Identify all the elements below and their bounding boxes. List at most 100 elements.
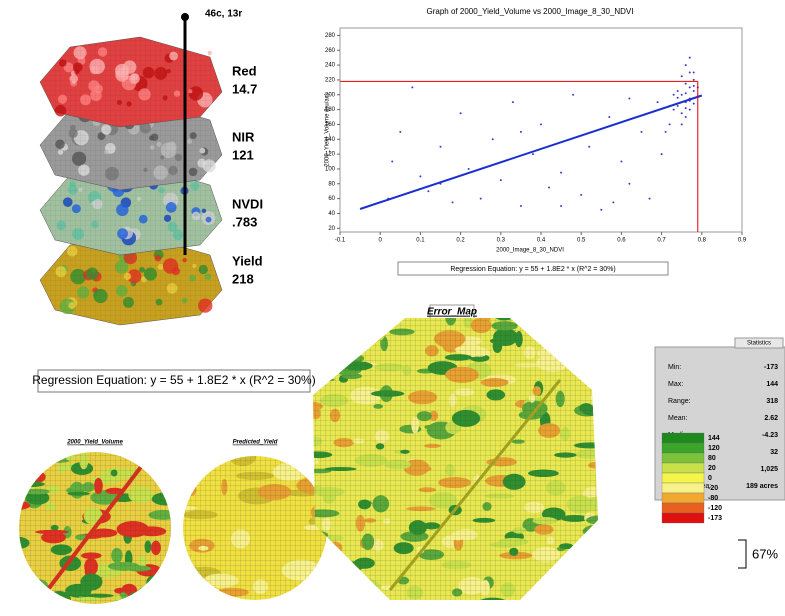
point xyxy=(656,101,659,104)
point xyxy=(668,123,671,126)
map-streak xyxy=(38,453,152,602)
point xyxy=(676,104,679,107)
y-tick-label: 40 xyxy=(328,211,335,217)
stat-value: -4.23 xyxy=(762,432,778,439)
map-patch xyxy=(156,460,171,466)
point xyxy=(511,101,514,104)
point xyxy=(676,90,679,93)
equation-box xyxy=(397,261,669,276)
pointer-head xyxy=(181,13,189,21)
map-grid xyxy=(183,456,327,600)
map-patch xyxy=(43,597,60,604)
stats-tab[interactable] xyxy=(734,337,784,349)
y-tick-label: 240 xyxy=(325,63,336,69)
point xyxy=(676,96,679,99)
point xyxy=(531,153,534,156)
point xyxy=(519,130,522,133)
equation: Regression Equation: y = 55 + 1.8E2 * x … xyxy=(450,266,615,273)
layer-label: NIR xyxy=(232,129,255,144)
point xyxy=(548,186,551,189)
x-tick-label: 0.2 xyxy=(456,238,465,244)
map-patch xyxy=(590,555,597,571)
legend-label: 80 xyxy=(708,455,716,462)
map-patch xyxy=(585,557,595,564)
point xyxy=(692,71,695,74)
layer-value: 14.7 xyxy=(232,81,257,96)
legend-label: -120 xyxy=(708,505,722,512)
texture-grid xyxy=(40,100,222,190)
point xyxy=(648,197,651,200)
stat-value: 318 xyxy=(766,398,778,405)
map-patch xyxy=(573,318,592,320)
point xyxy=(459,112,462,115)
legend-label: -20 xyxy=(708,485,718,492)
point xyxy=(688,108,691,111)
map-patch xyxy=(589,580,598,593)
regression-line xyxy=(359,94,703,210)
point xyxy=(540,123,542,126)
point xyxy=(588,145,591,148)
map-patch xyxy=(581,357,598,364)
map-patch xyxy=(344,319,364,330)
layer-label: NVDI xyxy=(232,196,263,211)
legend-swatch xyxy=(661,472,705,484)
point xyxy=(391,160,394,163)
point xyxy=(628,97,631,100)
point xyxy=(640,130,643,133)
map-patch xyxy=(162,567,171,576)
map xyxy=(313,318,598,600)
map-patch xyxy=(76,605,108,611)
point xyxy=(467,167,470,170)
map-patch xyxy=(550,566,577,577)
point xyxy=(684,64,687,67)
point xyxy=(620,160,623,163)
point xyxy=(560,205,563,208)
point xyxy=(680,123,683,126)
x-tick-label: -0.1 xyxy=(335,238,346,244)
texture-grid xyxy=(40,37,222,127)
map-patch xyxy=(38,596,52,604)
point xyxy=(572,93,575,96)
ndvi-layer xyxy=(39,164,223,256)
stat-value: 189 acres xyxy=(746,483,778,490)
map-patch xyxy=(303,456,311,471)
map-title: 2000_Yield_Volume xyxy=(66,440,123,446)
point xyxy=(672,93,675,96)
point xyxy=(411,86,414,89)
map-patch xyxy=(19,573,39,580)
point xyxy=(684,82,687,85)
point xyxy=(692,84,695,87)
point xyxy=(491,138,494,141)
legend-swatch xyxy=(661,462,705,474)
equation-box xyxy=(37,369,311,393)
map-patch xyxy=(562,349,572,356)
map-patch xyxy=(321,326,338,338)
map-patch xyxy=(159,452,171,455)
point xyxy=(399,130,402,133)
map-patch xyxy=(592,373,598,384)
stat-label: Mean: xyxy=(668,415,688,422)
stat-value: -173 xyxy=(764,364,778,371)
point xyxy=(680,112,683,115)
point xyxy=(519,205,522,208)
pointer-label: 46c, 13r xyxy=(205,9,242,20)
red-layer xyxy=(39,36,223,128)
stat-label: Min: xyxy=(668,364,681,371)
equation: Regression Equation: y = 55 + 1.8E2 * x … xyxy=(32,373,315,387)
map-patch xyxy=(349,576,358,588)
y-tick-label: 180 xyxy=(325,107,336,113)
map-patch xyxy=(562,318,577,329)
map-patch xyxy=(21,469,31,483)
map-patch xyxy=(585,318,598,330)
texture xyxy=(207,50,212,55)
map-patch xyxy=(524,318,542,329)
y-tick-label: 60 xyxy=(328,196,335,202)
yield-layer xyxy=(39,234,223,326)
point xyxy=(580,193,583,196)
layer-value: .783 xyxy=(232,214,257,229)
map-patch xyxy=(569,325,593,334)
x-tick-label: 0.7 xyxy=(657,238,666,244)
map-patch xyxy=(134,605,161,611)
point xyxy=(688,86,691,89)
